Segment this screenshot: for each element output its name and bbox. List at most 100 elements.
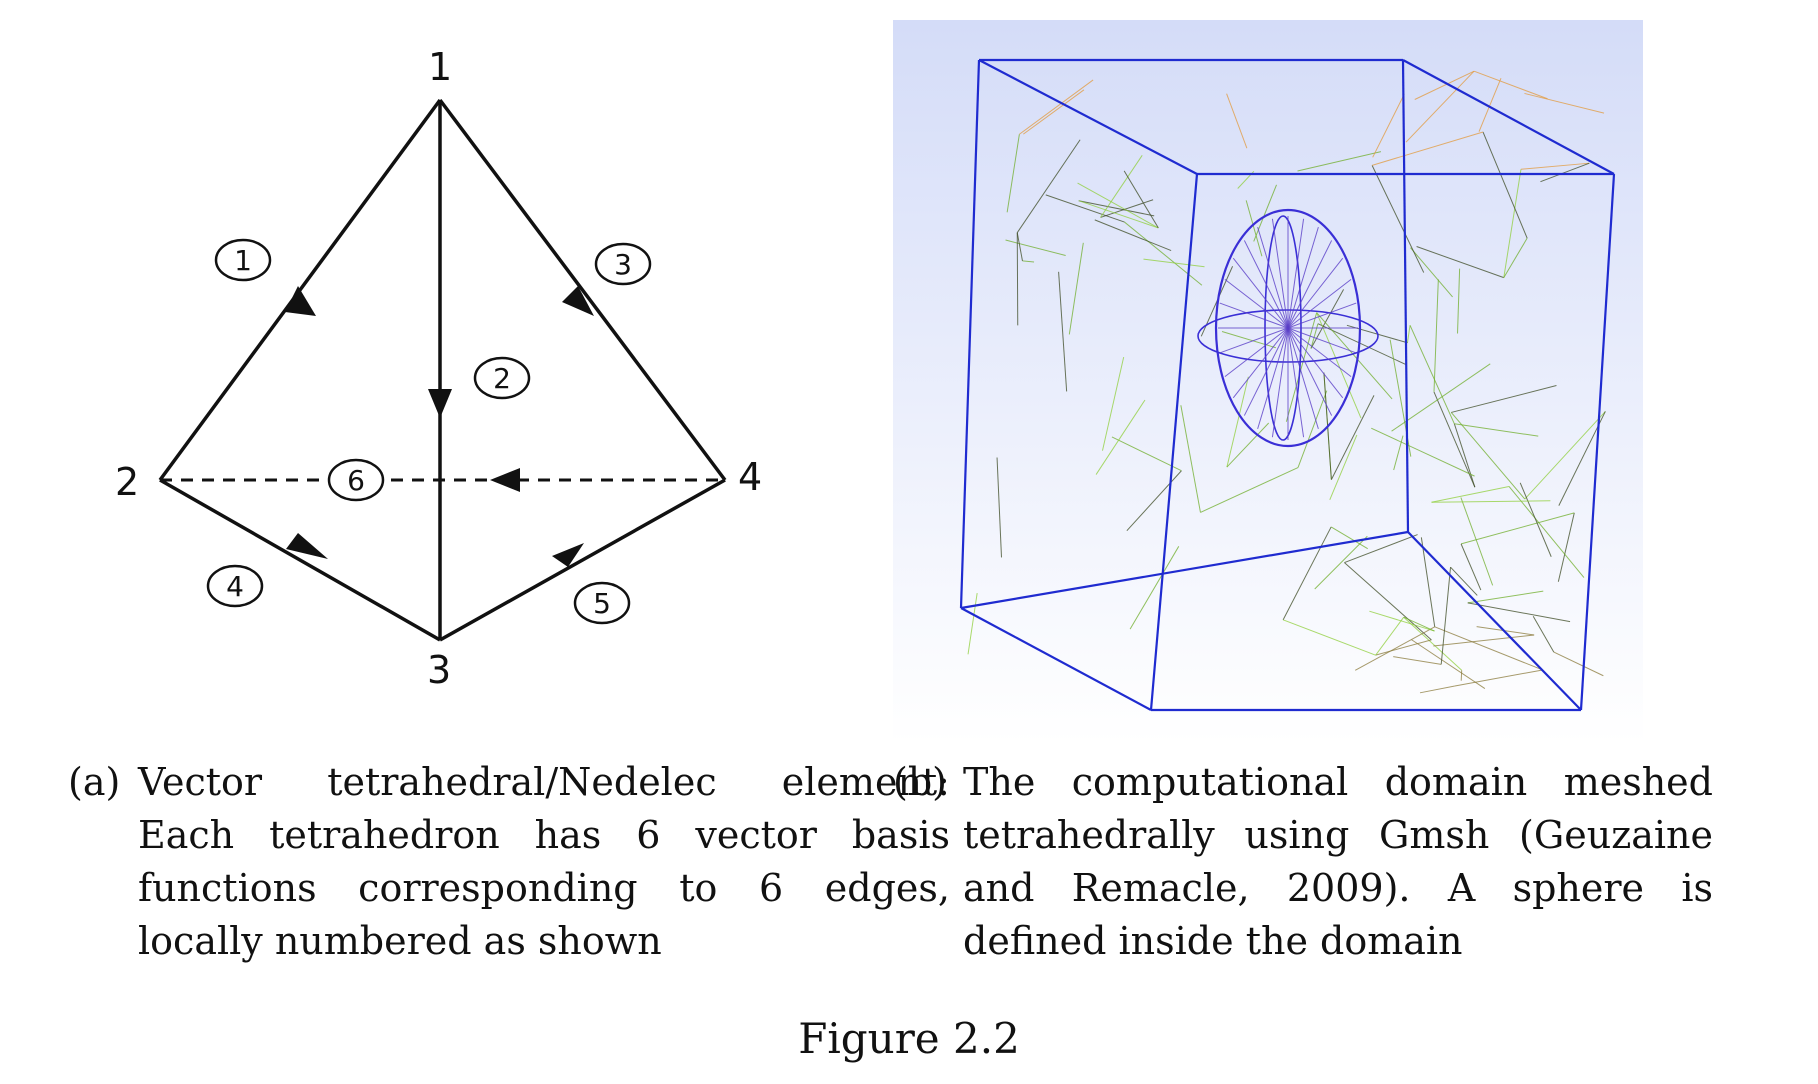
mesh-edge — [1022, 260, 1035, 263]
sphere-radial-line — [1224, 279, 1289, 329]
box-edge — [960, 607, 1152, 711]
sphere-radial-line — [1232, 327, 1289, 399]
sphere-radial-line — [1287, 327, 1305, 438]
caption-b-text: The computational domain meshed tetrahed… — [963, 760, 1713, 963]
mesh-edge — [1285, 312, 1318, 422]
mesh-edge — [1431, 500, 1551, 503]
mesh-edge — [1457, 268, 1461, 334]
mesh-edge — [967, 592, 978, 655]
sphere-radial-line — [1219, 302, 1289, 329]
sphere-radial-line — [1287, 279, 1352, 329]
mesh-edge — [1180, 405, 1201, 513]
domain-box — [959, 58, 1616, 712]
mesh-edge — [1453, 423, 1476, 488]
mesh-edge — [1329, 434, 1358, 500]
arrow-edge-3 — [562, 286, 594, 316]
sphere-outline — [1214, 208, 1362, 448]
mesh-edge — [1410, 247, 1453, 298]
mesh-edge — [1460, 512, 1575, 545]
edge-marker-1: 1 — [214, 238, 272, 282]
box-edge — [1149, 173, 1199, 711]
mesh-edge — [1344, 562, 1432, 641]
mesh-edge — [1473, 70, 1548, 100]
sphere-radial-line — [1257, 327, 1289, 430]
mesh-edge — [1454, 423, 1539, 437]
mesh-edge — [1016, 232, 1019, 326]
edge-1-4 — [438, 98, 727, 482]
mesh-edge — [1431, 485, 1510, 503]
mesh-edge — [1519, 482, 1552, 557]
mesh-edge — [1282, 619, 1376, 656]
sphere-radial-line — [1287, 226, 1319, 329]
mesh-edge — [1375, 616, 1405, 656]
mesh-edge — [1005, 239, 1066, 256]
mesh-edge — [1557, 512, 1575, 582]
sphere-radial-line — [1287, 218, 1305, 329]
mesh-edge — [1221, 331, 1276, 349]
sphere-radial-line — [1243, 240, 1289, 329]
caption-a-label: (a) — [68, 760, 121, 804]
mesh-edge — [1023, 89, 1085, 135]
tetrahedral-element-diagram: 1 2 3 4 1 2 3 4 5 6 — [115, 45, 762, 692]
mesh-edge — [1314, 535, 1368, 590]
edge-label-3: 3 — [614, 248, 632, 281]
mesh-edge — [1503, 237, 1528, 278]
edge-3-4 — [439, 478, 726, 642]
mesh-edge — [1403, 616, 1463, 671]
sphere-radial-line — [1257, 226, 1289, 329]
arrow-edge-6 — [490, 468, 520, 492]
mesh-edge — [1391, 363, 1491, 432]
mesh-edge — [1226, 93, 1248, 149]
mesh-edge — [1371, 131, 1484, 166]
edge-label-6: 6 — [347, 464, 365, 497]
mesh-edge — [1297, 390, 1328, 468]
caption-b-label: (b) — [893, 760, 947, 804]
mesh-edge — [1016, 232, 1023, 261]
sphere-radial-line — [1287, 327, 1352, 377]
mesh-edge — [1478, 77, 1502, 132]
mesh-edge — [1433, 279, 1439, 392]
mesh-edge — [1450, 566, 1478, 596]
mesh-edge — [1226, 376, 1249, 468]
mesh-edge — [1460, 497, 1494, 586]
edge-label-2: 2 — [493, 362, 511, 395]
mesh-edge — [1416, 246, 1504, 279]
mesh-edge — [1553, 651, 1604, 677]
mesh-edge — [1405, 70, 1475, 143]
sphere-radial-line — [1287, 240, 1333, 329]
edge-marker-4: 4 — [206, 564, 264, 608]
box-edge — [978, 59, 1198, 175]
mesh-edge — [996, 457, 1003, 558]
mesh-edge — [1226, 422, 1270, 468]
mesh-edge — [1282, 526, 1332, 621]
mesh-edge — [1330, 395, 1375, 480]
box-edge — [959, 59, 981, 609]
mesh-edge — [1095, 399, 1146, 475]
mesh-edge — [1524, 411, 1606, 500]
sphere-radial-line — [1224, 327, 1289, 377]
mesh-edge — [1434, 626, 1543, 671]
mesh-edge — [1371, 427, 1475, 477]
mesh-edge — [1409, 325, 1455, 424]
mesh-edge — [1460, 543, 1482, 591]
mesh-edge — [1344, 534, 1418, 564]
mesh-edge — [1524, 92, 1605, 114]
mesh-edge — [1520, 162, 1590, 170]
sphere-radial-line — [1287, 327, 1344, 399]
edge-label-1: 1 — [234, 244, 252, 277]
caption-a-text: Vector tetrahedral/Nedelec element: Each… — [138, 760, 950, 963]
edge-marker-5: 5 — [573, 581, 631, 625]
mesh-edge — [1078, 200, 1159, 229]
mesh-edge — [1045, 194, 1125, 223]
edge-label-5: 5 — [593, 587, 611, 620]
mesh-edge — [1467, 602, 1571, 623]
box-edge — [960, 530, 1409, 610]
mesh-edge — [1078, 200, 1155, 217]
sphere-radial-line — [1271, 327, 1289, 438]
box-edge — [1407, 531, 1582, 711]
mesh-edge — [1019, 79, 1094, 135]
sphere-radial-line — [1219, 327, 1289, 354]
mesh-edge — [1006, 134, 1020, 213]
node-label-2: 2 — [115, 460, 139, 504]
edge-2-3 — [159, 478, 441, 642]
